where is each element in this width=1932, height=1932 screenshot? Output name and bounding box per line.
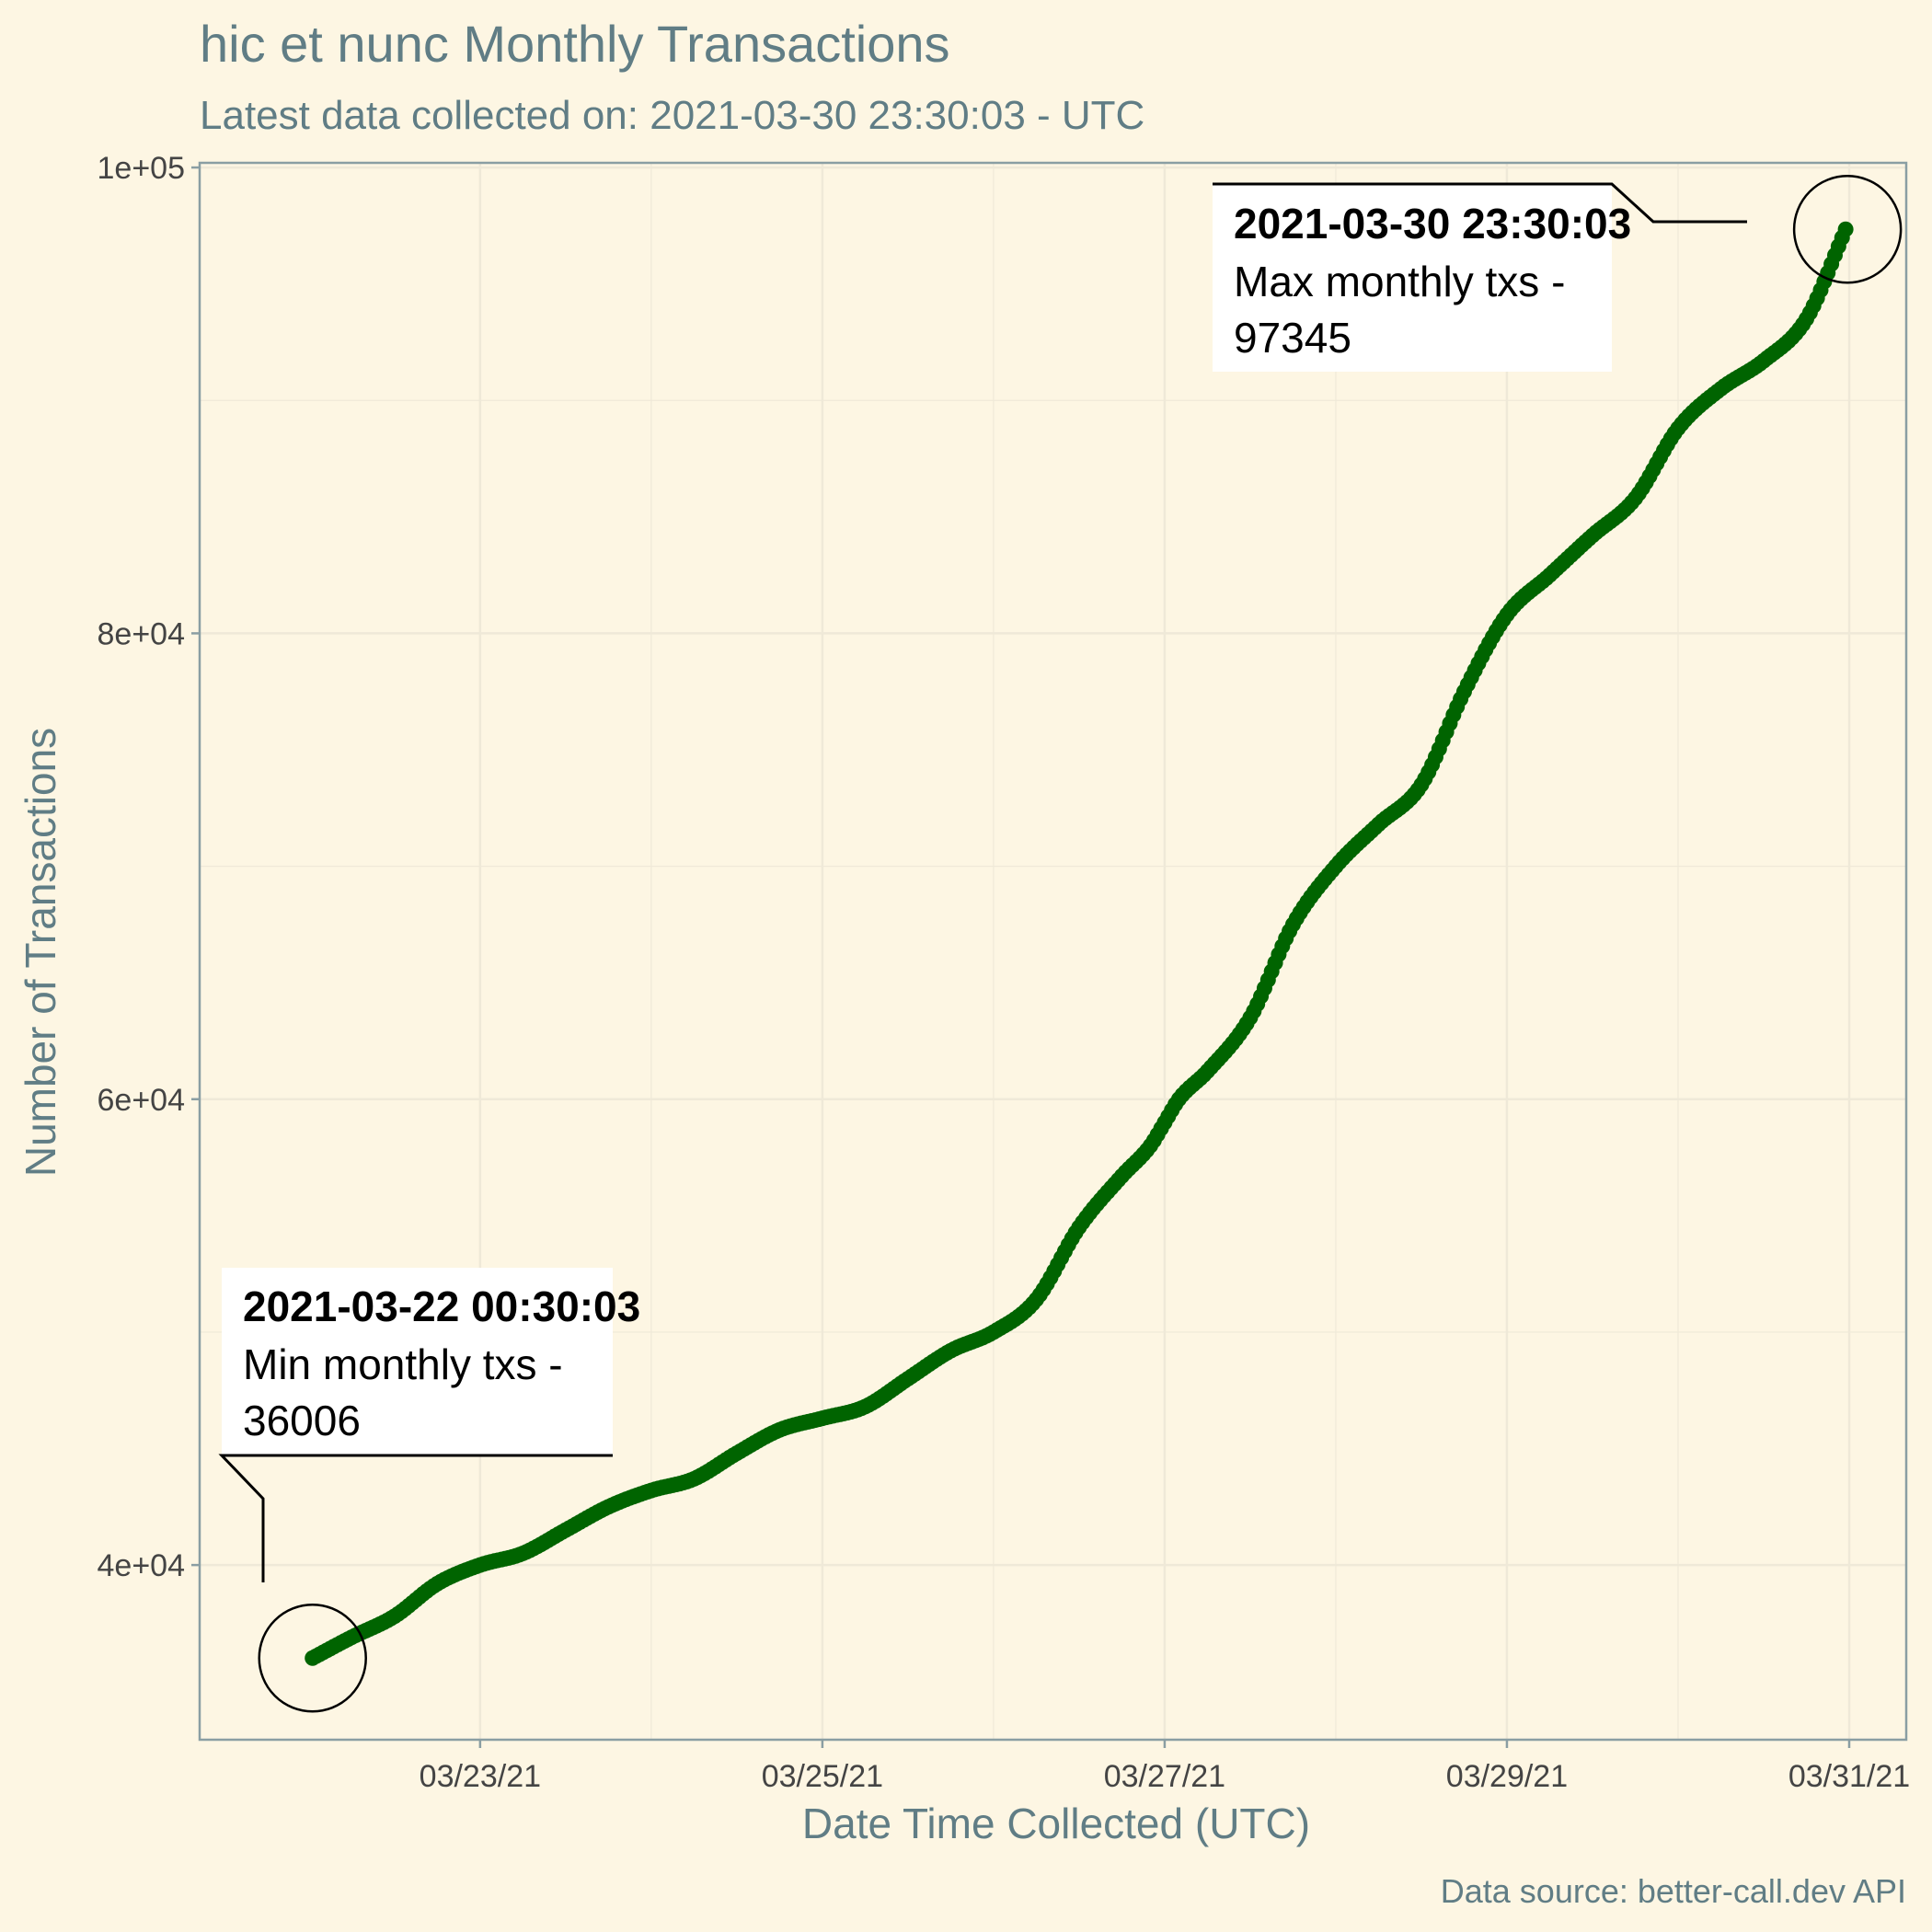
x-tick-label: 03/23/21 (420, 1759, 541, 1794)
x-tick-label: 03/31/21 (1788, 1759, 1910, 1794)
annotations: 2021-03-22 00:30:03 Min monthly txs - 36… (218, 175, 1903, 1713)
chart-subtitle: Latest data collected on: 2021-03-30 23:… (200, 93, 1144, 138)
min-annotation-leader (218, 1454, 613, 1582)
max-annotation-time: 2021-03-30 23:30:03 (1234, 200, 1631, 247)
max-annotation: 2021-03-30 23:30:03 Max monthly txs - 97… (1213, 175, 1903, 372)
min-annotation-box (222, 1268, 613, 1455)
max-annotation-value: 97345 (1234, 314, 1351, 362)
chart-title: hic et nunc Monthly Transactions (200, 15, 950, 73)
max-annotation-label: Max monthly txs - (1234, 258, 1565, 305)
min-annotation: 2021-03-22 00:30:03 Min monthly txs - 36… (218, 1268, 640, 1713)
x-tick-label: 03/29/21 (1446, 1759, 1568, 1794)
data-point (1837, 221, 1854, 237)
y-tick-label: 4e+04 (98, 1548, 186, 1583)
x-axis: 03/23/21 03/25/21 03/27/21 03/29/21 03/31/21 (420, 1740, 1910, 1794)
data-source-caption: Data source: better-call.dev API (1441, 1872, 1906, 1910)
y-tick-label: 8e+04 (98, 616, 186, 651)
x-tick-label: 03/25/21 (762, 1759, 883, 1794)
x-tick-label: 03/27/21 (1104, 1759, 1225, 1794)
min-annotation-label: Min monthly txs - (243, 1340, 563, 1388)
y-axis-label: Number of Transactions (17, 728, 64, 1177)
min-annotation-time: 2021-03-22 00:30:03 (243, 1282, 640, 1330)
series-points (305, 221, 1854, 1666)
x-axis-label: Date Time Collected (UTC) (802, 1800, 1310, 1847)
max-annotation-box (1213, 184, 1612, 372)
y-axis: 4e+04 6e+04 8e+04 1e+05 (98, 151, 200, 1583)
max-annotation-circle (1792, 175, 1903, 284)
plot-panel-border (198, 161, 1908, 1742)
min-annotation-circle (258, 1603, 367, 1713)
y-tick-label: 6e+04 (98, 1083, 186, 1118)
max-annotation-leader (1213, 182, 1747, 224)
y-tick-label: 1e+05 (98, 151, 186, 186)
min-annotation-value: 36006 (243, 1397, 361, 1444)
